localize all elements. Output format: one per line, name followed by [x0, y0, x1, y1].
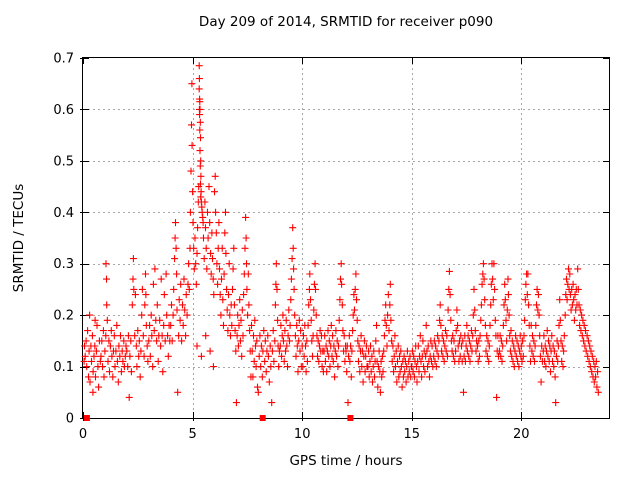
tick-labels: 0 5 10 15 20 0 0.1 0.2 0.3 0.4 0.5 0.6 0.7 — [53, 52, 529, 443]
y-axis-label: SRMTID / TECUs — [11, 183, 27, 293]
chart-title: Day 209 of 2014, SRMTID for receiver p09… — [198, 14, 494, 30]
axis-ticks — [80, 58, 609, 421]
x-tick-label: 0 — [79, 427, 87, 442]
x-tick-label: 5 — [188, 427, 196, 442]
zero-value-marker — [347, 415, 354, 421]
zero-value-marker — [83, 415, 90, 421]
x-tick-label: 15 — [404, 427, 421, 442]
y-tick-label: 0.3 — [53, 257, 74, 272]
scatter-points — [80, 62, 602, 407]
y-tick-label: 0.6 — [53, 103, 74, 118]
plot-border — [82, 57, 610, 419]
y-tick-label: 0.2 — [53, 309, 74, 324]
x-tick-label: 10 — [294, 427, 311, 442]
x-axis-label: GPS time / hours — [289, 453, 403, 469]
x-tick-label: 20 — [513, 427, 530, 442]
y-tick-label: 0.1 — [53, 360, 74, 375]
y-tick-label: 0.4 — [53, 206, 74, 221]
y-tick-label: 0.7 — [53, 52, 74, 67]
zero-value-marker — [259, 415, 266, 421]
y-tick-label: 0.5 — [53, 154, 74, 169]
y-tick-label: 0 — [66, 412, 74, 427]
